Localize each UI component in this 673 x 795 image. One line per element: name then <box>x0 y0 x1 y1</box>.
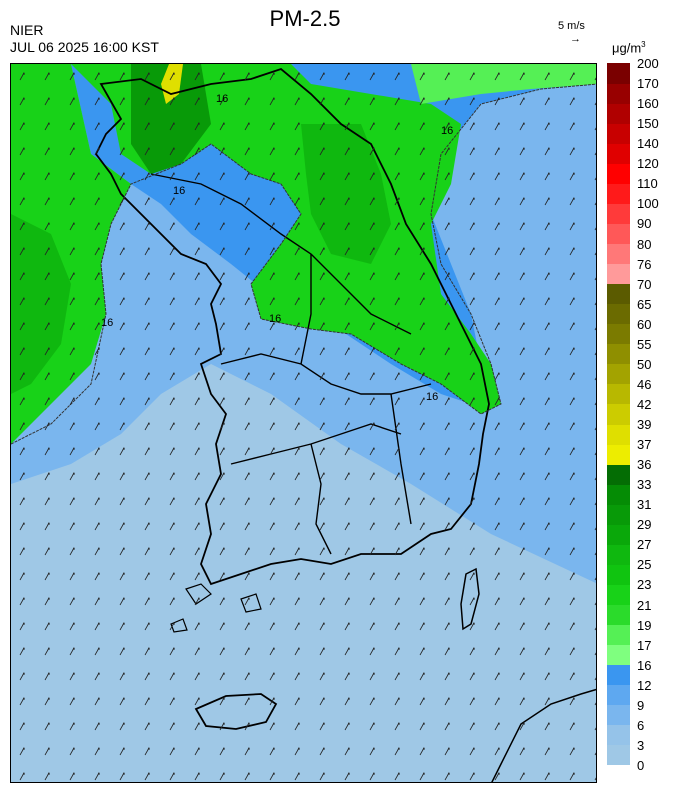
color-legend-swatch <box>607 343 630 365</box>
color-legend-label: 200 <box>637 56 659 71</box>
color-legend-label: 37 <box>637 437 652 453</box>
color-legend-label: 0 <box>637 758 645 773</box>
color-legend-label: 80 <box>637 236 652 252</box>
map-canvas: 16 16 16 16 16 16 <box>11 64 596 782</box>
contour-label: 16 <box>216 93 228 105</box>
contour-label: 16 <box>426 391 438 403</box>
unit-exponent: 3 <box>641 40 646 49</box>
color-legend-label: 3 <box>637 737 645 753</box>
color-legend-swatch <box>607 704 630 726</box>
timestamp-label: JUL 06 2025 16:00 KST <box>10 39 159 55</box>
pm25-map[interactable]: 16 16 16 16 16 16 <box>10 63 597 783</box>
color-legend-swatch <box>607 303 630 325</box>
color-legend-swatch <box>607 323 630 345</box>
map-title: PM-2.5 <box>269 6 341 31</box>
color-legend-label: 70 <box>637 276 652 292</box>
color-legend-label: 39 <box>637 417 652 433</box>
source-label: NIER <box>10 22 44 38</box>
color-legend-label: 19 <box>637 617 652 633</box>
color-legend-label: 31 <box>637 497 652 513</box>
color-legend-label: 60 <box>637 316 652 332</box>
color-legend-label: 160 <box>637 96 659 112</box>
color-legend-swatch <box>607 63 630 84</box>
wind-scale-label: 5 m/s <box>558 20 585 32</box>
map-header-info: NIER JUL 06 2025 16:00 KST <box>10 22 159 56</box>
color-legend-swatch <box>607 383 630 405</box>
color-legend-label: 110 <box>637 176 658 192</box>
color-legend-label: 140 <box>637 136 659 152</box>
color-legend <box>607 63 630 766</box>
contour-label: 16 <box>269 313 281 325</box>
color-legend-swatch <box>607 504 630 525</box>
unit-base: μg/m <box>612 40 642 56</box>
color-legend-swatch <box>607 103 630 124</box>
color-legend-swatch <box>607 123 630 144</box>
color-legend-swatch <box>607 584 630 606</box>
color-legend-label: 6 <box>637 717 645 733</box>
color-legend-label: 23 <box>637 577 652 593</box>
color-legend-label: 55 <box>637 336 652 352</box>
color-legend-swatch <box>607 183 630 204</box>
color-legend-label: 33 <box>637 477 652 493</box>
color-legend-swatch <box>607 263 630 285</box>
color-legend-label: 42 <box>637 396 652 412</box>
color-legend-swatch <box>607 664 630 686</box>
color-legend-label: 9 <box>637 697 645 713</box>
wind-arrows <box>11 64 596 782</box>
color-legend-label: 65 <box>637 296 652 312</box>
color-legend-label: 120 <box>637 156 659 172</box>
color-legend-swatch <box>607 684 630 706</box>
color-legend-swatch <box>607 744 630 766</box>
color-legend-label: 90 <box>637 216 652 232</box>
unit-label: μg/m3 <box>612 40 646 55</box>
color-legend-swatch <box>607 223 630 244</box>
color-legend-label: 50 <box>637 356 652 372</box>
color-legend-swatch <box>607 163 630 184</box>
color-legend-swatch <box>607 464 630 485</box>
color-legend-label: 25 <box>637 557 652 573</box>
color-legend-swatch <box>607 363 630 385</box>
color-legend-swatch <box>607 484 630 505</box>
color-legend-label: 170 <box>637 76 659 92</box>
color-legend-label: 12 <box>637 677 652 693</box>
color-legend-swatch <box>607 444 630 465</box>
color-legend-label: 150 <box>637 116 659 132</box>
wind-scale-arrow-icon: → <box>570 33 581 45</box>
color-legend-swatch <box>607 624 630 646</box>
color-legend-swatch <box>607 143 630 164</box>
color-legend-label: 21 <box>637 597 652 613</box>
color-legend-label: 16 <box>637 657 652 673</box>
color-legend-label: 46 <box>637 376 652 392</box>
color-legend-swatch <box>607 644 630 666</box>
color-legend-label: 76 <box>637 256 652 272</box>
color-legend-label: 29 <box>637 517 652 533</box>
color-legend-swatch <box>607 524 630 545</box>
color-legend-swatch <box>607 403 630 425</box>
color-legend-swatch <box>607 724 630 746</box>
color-legend-swatch <box>607 604 630 626</box>
color-legend-label: 17 <box>637 637 652 653</box>
color-legend-swatch <box>607 243 630 265</box>
color-legend-swatch <box>607 544 630 565</box>
color-legend-label: 36 <box>637 457 652 473</box>
color-legend-label: 100 <box>637 196 659 212</box>
color-legend-swatch <box>607 564 630 585</box>
color-legend-swatch <box>607 424 630 445</box>
contour-label: 16 <box>173 185 185 197</box>
contour-label: 16 <box>101 317 113 329</box>
contour-label: 16 <box>441 125 453 137</box>
color-legend-label: 27 <box>637 537 652 553</box>
color-legend-swatch <box>607 283 630 305</box>
color-legend-swatch <box>607 203 630 224</box>
color-legend-swatch <box>607 83 630 104</box>
